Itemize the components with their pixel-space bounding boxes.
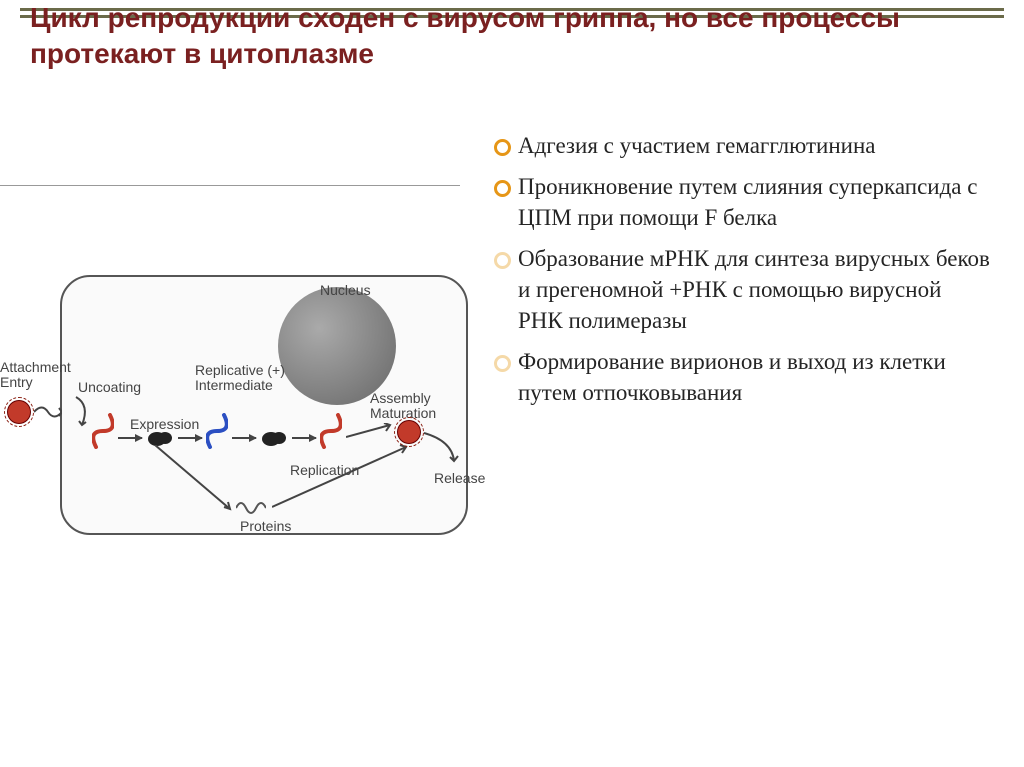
arrow-4-icon: [292, 437, 316, 439]
content-area: Nucleus AttachmentEntry Uncoating Expres…: [0, 125, 1024, 767]
assembly-arrow-icon: [346, 423, 396, 441]
arrow-2-icon: [178, 437, 202, 439]
proteins-icon: [236, 501, 266, 515]
bullet-item: Адгезия с участием гемагглютинина: [490, 130, 990, 161]
nucleus-label: Nucleus: [320, 283, 371, 298]
slide-title: Цикл репродукции сходен с вирусом гриппа…: [30, 0, 970, 73]
expression-to-proteins-arrow-icon: [150, 445, 240, 515]
divider: [0, 185, 460, 186]
bullet-item: Формирование вирионов и выход из клетки …: [490, 346, 990, 408]
assembled-virion-icon: [398, 421, 420, 443]
release-label: Release: [434, 471, 485, 486]
neg-rna-icon: [92, 413, 114, 449]
polymerase-1-icon: [148, 432, 166, 446]
text-column: Адгезия с участием гемагглютинина Проник…: [490, 125, 1020, 767]
expression-label: Expression: [130, 417, 199, 432]
entry-virion-icon: [8, 401, 30, 423]
bullet-item: Образование мРНК для синтеза вирусных бе…: [490, 243, 990, 336]
entry-arrow-icon: [34, 403, 62, 423]
diagram-column: Nucleus AttachmentEntry Uncoating Expres…: [0, 125, 490, 767]
uncoating-label: Uncoating: [78, 380, 141, 395]
replicative-label: Replicative (+)Intermediate: [195, 363, 305, 394]
bullet-list: Адгезия с участием гемагглютинина Проник…: [490, 130, 990, 408]
bullet-item: Проникновение путем слияния суперкапсида…: [490, 171, 990, 233]
proteins-label: Proteins: [240, 519, 291, 534]
arrow-3-icon: [232, 437, 256, 439]
attachment-label: AttachmentEntry: [0, 360, 68, 391]
pos-rna-icon: [206, 413, 228, 449]
arrow-1-icon: [118, 437, 142, 439]
proteins-to-assembly-arrow-icon: [272, 443, 412, 515]
release-arrow-icon: [424, 431, 460, 467]
reproduction-cycle-diagram: Nucleus AttachmentEntry Uncoating Expres…: [0, 265, 480, 585]
